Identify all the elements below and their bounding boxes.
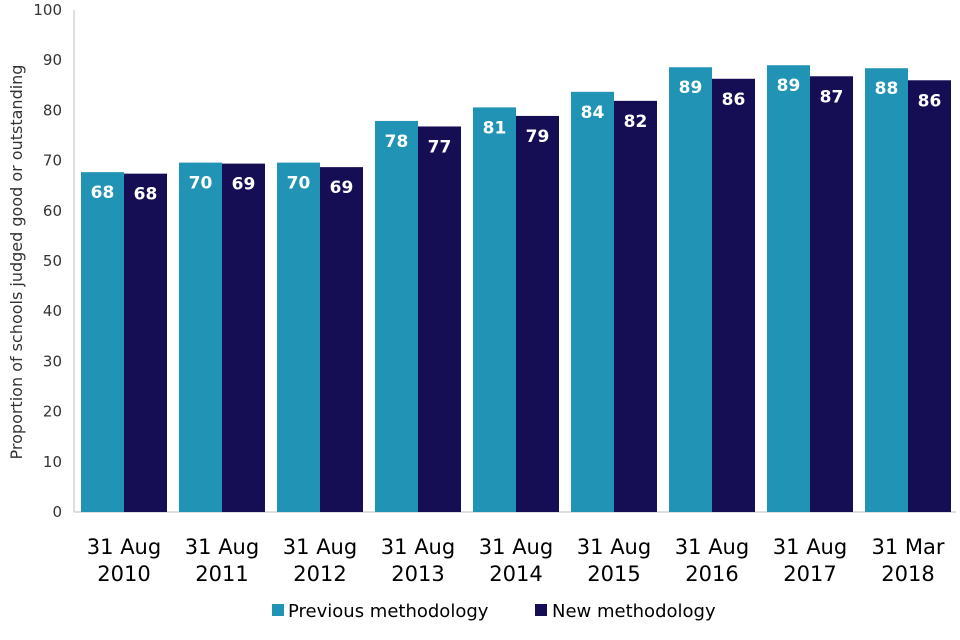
x-tick-label-line1: 31 Aug (479, 535, 553, 559)
bar-previous-methodology (865, 68, 908, 513)
legend-label-previous-methodology: Previous methodology (288, 601, 489, 622)
x-tick-label-line2: 2013 (391, 562, 444, 586)
bar-previous-methodology (375, 120, 418, 512)
y-tick-label: 50 (43, 252, 62, 270)
bar-value-label: 88 (875, 79, 899, 99)
x-tick-label-line1: 31 Aug (773, 535, 847, 559)
bar-value-label: 79 (526, 127, 550, 147)
bar-previous-methodology (473, 107, 516, 512)
bar-value-label: 84 (581, 103, 605, 123)
x-tick-label-line2: 2011 (195, 562, 248, 586)
bar-value-label: 86 (918, 91, 942, 111)
bar-value-label: 78 (385, 132, 409, 152)
bar-value-label: 87 (820, 87, 844, 107)
y-axis: 0 10 20 30 40 50 60 70 80 90 100 (33, 1, 62, 521)
bar-value-label: 69 (232, 175, 256, 195)
bar-new-methodology (124, 173, 167, 513)
y-tick-label: 100 (33, 1, 62, 19)
bar-new-methodology (320, 167, 363, 512)
x-tick-label-line2: 2016 (685, 562, 738, 586)
bar-value-label: 77 (428, 137, 452, 157)
data-labels-group: 68 68 70 69 70 69 78 77 81 79 84 82 89 86 89 87 88 86 (91, 76, 942, 204)
legend: Previous methodology New methodology (272, 601, 716, 622)
bar-previous-methodology (571, 91, 614, 513)
x-tick-label-line1: 31 Aug (577, 535, 651, 559)
bar-new-methodology (516, 115, 559, 512)
bar-new-methodology (418, 126, 461, 513)
bar-value-label: 89 (777, 76, 801, 96)
bar-value-label: 86 (722, 90, 746, 110)
y-axis-title: Proportion of schools judged good or out… (7, 65, 26, 460)
x-tick-label-line2: 2018 (881, 562, 934, 586)
x-tick-label-line1: 31 Aug (185, 535, 259, 559)
bar-value-label: 69 (330, 178, 354, 198)
bars-group (81, 65, 951, 513)
y-tick-label: 0 (52, 503, 62, 521)
y-tick-label: 80 (43, 101, 62, 119)
legend-swatch-new-methodology (535, 604, 547, 616)
legend-swatch-previous-methodology (272, 604, 284, 616)
bar-new-methodology (712, 78, 755, 513)
bar-value-label: 89 (679, 78, 703, 98)
y-tick-label: 30 (43, 352, 62, 370)
bar-value-label: 68 (134, 185, 158, 205)
bar-new-methodology (810, 76, 853, 512)
bar-new-methodology (614, 100, 657, 512)
x-tick-label-line2: 2017 (783, 562, 836, 586)
bar-previous-methodology (81, 172, 124, 512)
legend-label-new-methodology: New methodology (552, 601, 716, 622)
x-tick-label-line1: 31 Aug (87, 535, 161, 559)
x-tick-label-line2: 2010 (97, 562, 150, 586)
y-tick-label: 70 (43, 152, 62, 170)
y-tick-label: 90 (43, 51, 62, 69)
x-axis: 31 Aug 2010 31 Aug 2011 31 Aug 2012 31 Aug 2013… (87, 535, 945, 586)
x-tick-label-line2: 2015 (587, 562, 640, 586)
bar-previous-methodology (179, 162, 222, 512)
x-tick-label-line1: 31 Aug (283, 535, 357, 559)
bar-value-label: 81 (483, 118, 507, 138)
x-tick-label-line2: 2014 (489, 562, 542, 586)
bar-previous-methodology (669, 67, 712, 512)
x-tick-label-line1: 31 Aug (381, 535, 455, 559)
y-tick-label: 20 (43, 403, 62, 421)
bar-previous-methodology (767, 65, 810, 512)
bar-new-methodology (222, 163, 265, 512)
y-tick-label: 10 (43, 453, 62, 471)
bar-new-methodology (908, 80, 951, 512)
bar-value-label: 70 (287, 174, 311, 194)
bar-value-label: 68 (91, 183, 115, 203)
bar-value-label: 82 (624, 112, 648, 132)
y-tick-label: 60 (43, 202, 62, 220)
y-tick-label: 40 (43, 302, 62, 320)
x-tick-label-line1: 31 Mar (871, 535, 944, 559)
x-tick-label-line1: 31 Aug (675, 535, 749, 559)
x-tick-label-line2: 2012 (293, 562, 346, 586)
bar-previous-methodology (277, 162, 320, 512)
bar-value-label: 70 (189, 174, 213, 194)
